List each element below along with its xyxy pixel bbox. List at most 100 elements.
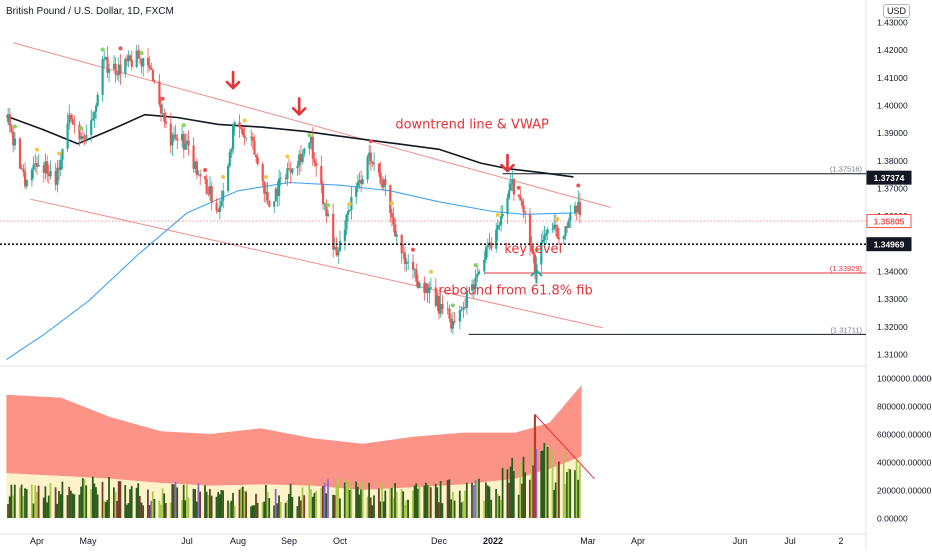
volume-bar — [465, 482, 468, 518]
candle-body — [407, 261, 410, 263]
volume-bar — [512, 471, 515, 518]
candle-body — [535, 264, 538, 273]
candle-body — [428, 287, 431, 294]
candle-body — [356, 182, 359, 187]
candle-body — [451, 320, 454, 329]
candle-body — [402, 252, 405, 254]
volume-bar — [564, 484, 567, 518]
candle-body — [476, 273, 479, 278]
candle-body — [20, 168, 23, 170]
volume-bar — [478, 478, 480, 518]
volume-bar — [138, 496, 141, 518]
volume-bar — [192, 488, 195, 518]
y-tick-label: 1.40000 — [877, 101, 908, 111]
volume-bar — [194, 489, 196, 518]
candle-body — [116, 74, 119, 76]
currency-button[interactable]: USD — [882, 4, 910, 18]
candle-body — [511, 179, 514, 184]
volume-bar — [343, 482, 346, 518]
volume-bar — [517, 494, 520, 518]
volume-bar — [356, 486, 359, 518]
volume-bar — [540, 451, 543, 518]
signal-dot — [57, 151, 62, 156]
volume-bar — [266, 492, 269, 518]
candle-body — [355, 186, 358, 197]
moving-average-line — [6, 181, 574, 360]
volume-bar — [288, 494, 290, 518]
candle-body — [553, 224, 556, 229]
volume-bar — [68, 486, 71, 518]
annotation-label: key level — [504, 242, 562, 257]
candle-body — [533, 254, 536, 273]
volume-bar — [127, 503, 130, 518]
price-label-box — [866, 170, 912, 185]
volume-bar — [215, 496, 218, 518]
volume-bar — [147, 489, 149, 518]
volume-bar — [335, 484, 338, 518]
candle-body — [68, 114, 71, 124]
candle-body — [112, 63, 116, 70]
candle-body — [286, 168, 289, 180]
annotation-label: rebound from 61.8% fib — [438, 284, 592, 299]
candle-body — [44, 161, 47, 173]
candle-body — [103, 58, 106, 60]
candle-body — [56, 167, 59, 185]
candle-body — [106, 57, 109, 73]
candle-body — [343, 229, 346, 242]
candle-body — [486, 245, 489, 248]
volume-band-area — [6, 385, 582, 490]
candle-body — [69, 114, 73, 120]
candle-body — [358, 180, 361, 183]
candle-body — [532, 251, 535, 255]
signal-dot — [495, 213, 500, 217]
candle-body — [230, 149, 233, 153]
volume-bar — [135, 487, 138, 518]
candle-body — [384, 179, 387, 186]
candle-body — [218, 206, 221, 212]
volume-bar — [416, 488, 419, 518]
volume-bar — [195, 501, 198, 518]
volume-bar — [85, 485, 88, 518]
candle-body — [172, 134, 176, 136]
volume-bar — [448, 479, 451, 518]
candle-body — [34, 163, 37, 165]
signal-dot — [118, 46, 123, 51]
x-tick-label: Jun — [733, 536, 748, 546]
volume-bar — [315, 490, 317, 518]
candle-body — [130, 59, 133, 67]
candle-body — [524, 212, 527, 214]
down-arrow-icon — [500, 153, 515, 173]
candle-body — [169, 123, 172, 146]
candle-body — [296, 165, 299, 169]
candle-body — [472, 284, 475, 289]
volume-bar — [106, 500, 109, 518]
signal-dot — [411, 247, 415, 252]
signal-dot — [347, 201, 352, 206]
candle-body — [8, 114, 11, 126]
candle-body — [263, 181, 266, 194]
candle-body — [389, 185, 392, 214]
candle-body — [543, 235, 546, 240]
candle-body — [567, 220, 570, 228]
candle-body — [392, 217, 395, 225]
volume-bar — [541, 450, 544, 518]
candle-body — [471, 284, 474, 291]
candle-body — [434, 287, 437, 306]
volume-bar — [310, 489, 312, 518]
candle-body — [161, 113, 164, 114]
volume-bar — [578, 464, 581, 518]
volume-bar — [451, 491, 454, 518]
volume-bar — [228, 502, 231, 518]
volume-bar — [562, 451, 565, 518]
volume-bar — [358, 494, 361, 518]
volume-bar — [124, 485, 127, 518]
volume-bar — [495, 488, 497, 518]
candle-body — [377, 163, 381, 173]
x-tick-label: Apr — [30, 536, 44, 546]
volume-bar — [325, 493, 328, 518]
candle-body — [37, 165, 40, 167]
volume-bar — [423, 485, 426, 518]
